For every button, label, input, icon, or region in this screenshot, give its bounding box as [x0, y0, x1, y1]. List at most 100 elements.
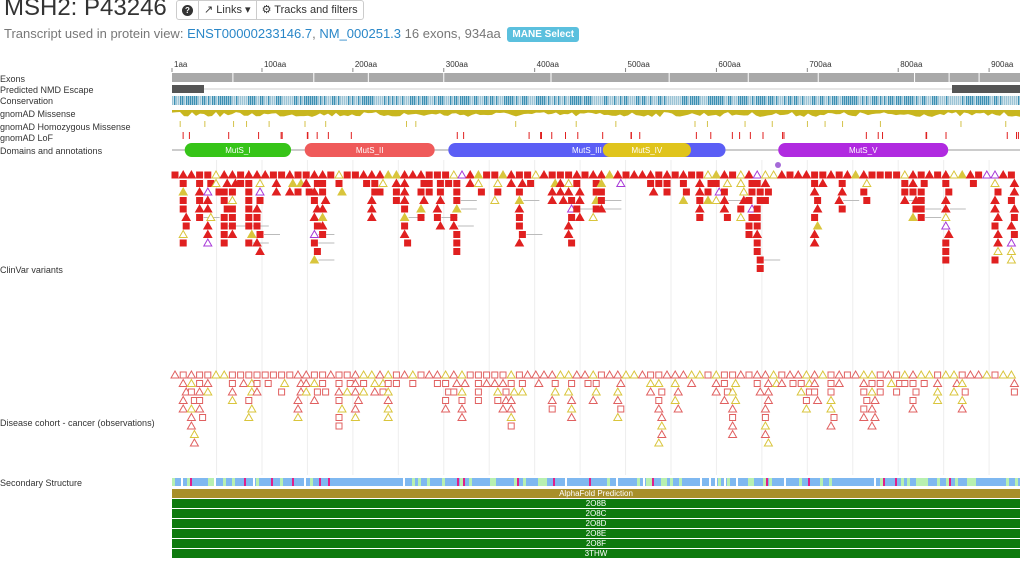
cohort-observation	[533, 378, 544, 387]
conservation-bar	[648, 96, 650, 105]
conservation-bar	[856, 96, 858, 105]
cohort-observation	[515, 371, 523, 379]
conservation-bar	[720, 96, 722, 105]
clinvar-variant	[597, 197, 605, 204]
conservation-bar	[262, 96, 264, 105]
caret-down-icon: ▾	[245, 4, 251, 16]
secondary-strand	[937, 478, 940, 486]
clinvar-variant	[991, 256, 999, 264]
domain-muts-v	[778, 143, 949, 157]
pdb-structure-track[interactable]: 2O8C	[172, 509, 1020, 518]
cohort-observation	[343, 371, 351, 379]
clinvar-variant	[809, 186, 820, 196]
conservation-bar	[864, 96, 866, 105]
clinvar-variant	[622, 171, 630, 179]
clinvar-variant	[744, 169, 754, 179]
clinvar-variant	[196, 171, 204, 179]
cohort-observation	[670, 378, 681, 387]
conservation-bar	[302, 96, 304, 105]
conservation-bar	[434, 96, 436, 105]
clinvar-variant	[768, 169, 779, 179]
cohort-observation	[366, 369, 377, 379]
conservation-bar	[384, 96, 386, 105]
conservation-bar	[866, 96, 868, 105]
conservation-bar	[652, 96, 654, 105]
pdb-structure-track[interactable]: 3THW	[172, 549, 1020, 558]
conservation-bar	[580, 96, 582, 105]
clinvar-variant	[317, 169, 328, 179]
clinvar-variant	[401, 205, 409, 213]
axis-tick-label: 800aa	[900, 60, 923, 69]
conservation-bar	[392, 96, 394, 105]
secondary-strand	[541, 478, 544, 486]
cohort-observation	[399, 369, 410, 379]
conservation-bar	[310, 96, 312, 105]
clinvar-variant	[1007, 197, 1015, 204]
secondary-strand	[973, 478, 976, 486]
conservation-bar	[792, 96, 794, 105]
clinvar-variant	[255, 178, 265, 187]
conservation-bar	[908, 96, 910, 105]
mane-select-badge: MANE Select	[507, 27, 580, 42]
conservation-bar	[894, 96, 896, 105]
cohort-observation	[417, 371, 425, 379]
pdb-structure-track[interactable]: 2O8E	[172, 529, 1020, 538]
cohort-observation	[550, 386, 561, 396]
conservation-bar	[1000, 96, 1002, 105]
cohort-observation	[768, 369, 779, 379]
cohort-observation	[686, 378, 697, 387]
pdb-structure-track[interactable]: 2O8F	[172, 539, 1020, 548]
secondary-strand	[310, 478, 313, 486]
refseq-transcript-link[interactable]: NM_000251.3	[319, 26, 402, 41]
clinvar-variant	[858, 169, 869, 179]
clinvar-variant	[745, 231, 753, 238]
cohort-observation	[580, 369, 590, 379]
clinvar-variant	[679, 180, 687, 187]
conservation-bar	[638, 96, 640, 105]
links-button[interactable]: ↗ Links ▾	[198, 0, 257, 20]
conservation-bar	[410, 96, 412, 105]
secondary-strand	[442, 478, 445, 486]
conservation-bar	[298, 96, 300, 105]
cohort-observation	[499, 371, 507, 379]
conservation-bar	[852, 96, 854, 105]
cohort-observation	[219, 369, 230, 379]
pdb-structure-track[interactable]: 2O8B	[172, 499, 1020, 508]
secondary-gap	[181, 478, 183, 486]
conservation-bar	[774, 96, 776, 105]
cohort-observation	[801, 403, 812, 413]
clinvar-variant	[178, 169, 189, 179]
cohort-observation	[949, 369, 959, 379]
conservation-bar	[558, 96, 560, 105]
tracks-filters-button[interactable]: ⚙ Tracks and filters	[255, 0, 364, 20]
cohort-observation	[817, 369, 828, 379]
cohort-observation	[588, 395, 599, 404]
clinvar-variant	[294, 188, 302, 196]
conservation-bar	[478, 96, 480, 105]
conservation-bar	[760, 96, 762, 105]
conservation-bar	[934, 96, 936, 105]
conservation-bar	[920, 96, 922, 105]
cohort-observation	[796, 386, 807, 396]
conservation-bar	[844, 96, 846, 105]
cohort-observation	[673, 403, 684, 413]
clinvar-variant	[220, 188, 228, 196]
clinvar-variant	[243, 169, 254, 179]
clinvar-variant	[711, 195, 722, 204]
alphafold-prediction-track[interactable]: AlphaFold Prediction	[172, 489, 1020, 498]
conservation-bar	[202, 96, 204, 105]
conservation-bar	[876, 96, 878, 105]
conservation-bar	[326, 96, 328, 105]
pdb-structure-track[interactable]: 2O8D	[172, 519, 1020, 528]
clinvar-variant	[436, 180, 444, 187]
clinvar-variant	[655, 171, 663, 179]
clinvar-variant	[723, 214, 731, 221]
conservation-bar	[472, 96, 474, 105]
conservation-bar	[860, 96, 862, 105]
conservation-bar	[810, 96, 812, 105]
question-circle-icon: ?	[182, 5, 193, 16]
clinvar-variant	[863, 197, 871, 204]
clinvar-variant	[811, 180, 819, 187]
ensembl-transcript-link[interactable]: ENST00000233146.7	[187, 26, 313, 41]
